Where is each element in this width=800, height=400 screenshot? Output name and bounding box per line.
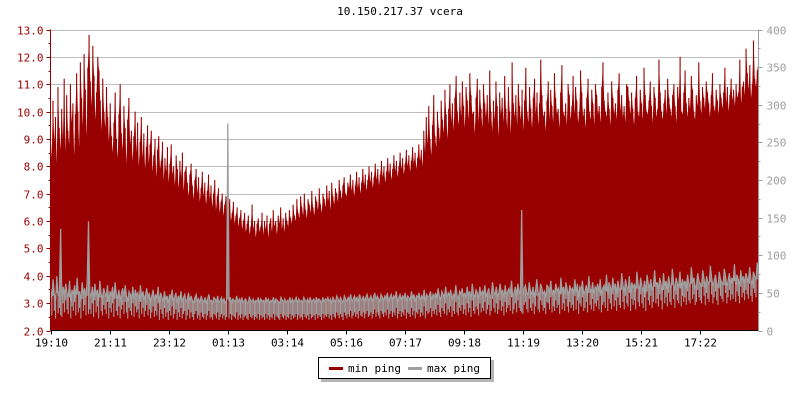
axis-tick-label-left: 11.0 [17,79,44,92]
axis-tick-label-bottom: 13:20 [566,337,599,350]
axis-tick-label-left: 7.0 [24,189,44,202]
axis-tick-label-bottom: 03:14 [271,337,304,350]
axis-tick-label-bottom: 17:22 [684,337,717,350]
axis-tick-label-bottom: 23:12 [153,337,186,350]
legend-label-min-ping: min ping [348,361,401,375]
axis-tick-label-left: 10.0 [17,107,44,120]
axis-tick-label-right: 50 [767,288,780,301]
axis-tick-label-bottom: 11:19 [507,337,540,350]
axis-tick-label-bottom: 09:18 [448,337,481,350]
axis-tick-label-right: 0 [767,326,774,339]
axis-tick-label-right: 250 [767,137,787,150]
axis-tick-label-bottom: 19:10 [35,337,68,350]
axis-tick-label-right: 150 [767,213,787,226]
axis-tick-label-bottom: 07:17 [389,337,422,350]
legend-entry-max-ping[interactable]: max ping [407,361,480,375]
axis-tick-label-left: 2.0 [24,326,44,339]
axis-tick-label-right: 350 [767,62,787,75]
legend-swatch-max-ping [407,366,422,370]
axis-tick-label-left: 4.0 [24,271,44,284]
legend-entry-min-ping[interactable]: min ping [329,362,401,375]
axis-tick-label-left: 5.0 [24,243,44,256]
chart-title: 10.150.217.37 vcera [337,5,463,18]
axis-tick-label-right: 400 [767,25,787,38]
axis-tick-label-left: 9.0 [24,134,44,147]
axis-tick-label-bottom: 21:11 [94,337,127,350]
axis-tick-label-left: 12.0 [17,52,44,65]
legend-swatch-min-ping [329,366,343,370]
axis-tick-label-bottom: 01:13 [212,337,245,350]
axis-tick-label-bottom: 05:16 [330,337,363,350]
axis-tick-label-left: 3.0 [24,298,44,311]
axis-tick-label-left: 8.0 [24,161,44,174]
legend-label-max-ping: max ping [426,361,480,375]
axis-tick-label-right: 300 [767,100,787,113]
axis-tick-label-left: 13.0 [17,25,44,38]
axis-tick-label-left: 6.0 [24,216,44,229]
axis-tick-label-right: 100 [767,250,787,263]
chart-legend: min ping max ping [318,357,491,379]
axis-tick-label-bottom: 15:21 [625,337,658,350]
axis-tick-label-right: 200 [767,175,787,188]
